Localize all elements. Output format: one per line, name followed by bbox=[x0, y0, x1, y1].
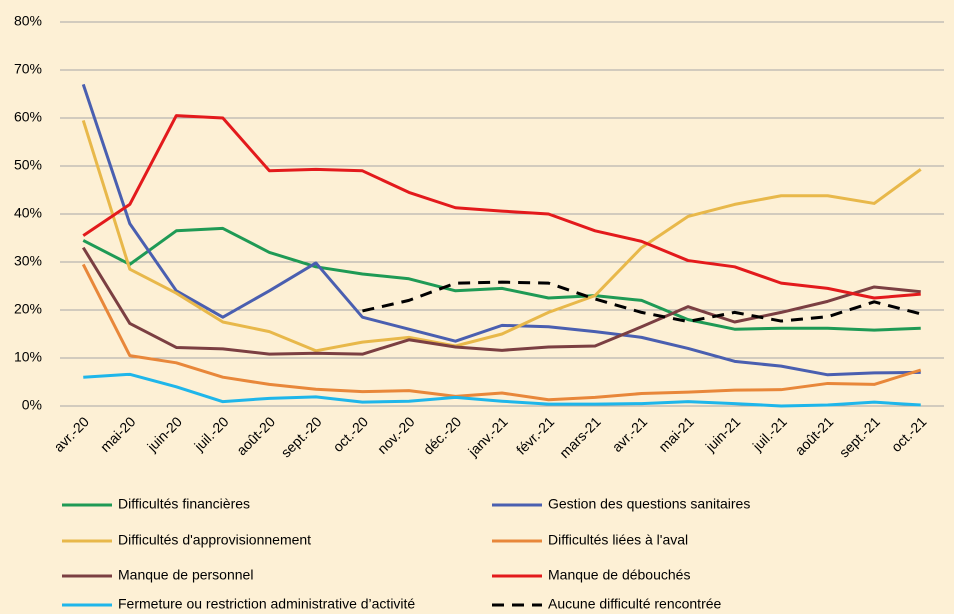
legend-label: Manque de débouchés bbox=[548, 567, 690, 583]
x-tick-label: oct.-20 bbox=[330, 413, 372, 455]
x-tick-label: sept.-21 bbox=[836, 413, 883, 460]
y-tick-label: 40% bbox=[14, 205, 42, 221]
series-line bbox=[81, 119, 922, 353]
legend-label: Aucune difficulté rencontrée bbox=[548, 596, 722, 612]
x-tick-label: avr.-20 bbox=[50, 413, 92, 455]
series-line bbox=[82, 226, 921, 332]
legend-label: Gestion des questions sanitaires bbox=[548, 496, 750, 512]
series-line bbox=[81, 263, 922, 402]
x-tick-label: août-21 bbox=[792, 413, 837, 458]
x-tick-label: avr.-21 bbox=[609, 413, 651, 455]
series-line bbox=[81, 83, 921, 377]
series-line bbox=[82, 114, 921, 300]
legend-label: Difficultés d'approvisionnement bbox=[118, 532, 311, 548]
x-tick-label: sept.-20 bbox=[278, 413, 325, 460]
y-tick-label: 20% bbox=[14, 301, 42, 317]
x-tick-label: juil.-21 bbox=[749, 413, 790, 454]
x-tick-label: janv.-21 bbox=[464, 413, 511, 460]
x-tick-label: oct.-21 bbox=[888, 413, 930, 455]
x-tick-label: juil.-20 bbox=[190, 413, 231, 454]
y-tick-label: 50% bbox=[14, 157, 42, 173]
x-tick-label: août-20 bbox=[233, 413, 278, 458]
x-tick-label: nov.-20 bbox=[374, 413, 418, 457]
x-tick-label: mai-21 bbox=[655, 413, 697, 455]
legend-label: Fermeture ou restriction administrative … bbox=[118, 596, 415, 612]
x-tick-label: mai-20 bbox=[97, 413, 139, 455]
x-tick-label: juin-20 bbox=[143, 413, 185, 455]
y-tick-label: 30% bbox=[14, 253, 42, 269]
y-tick-label: 70% bbox=[14, 61, 42, 77]
x-tick-label: mars-21 bbox=[556, 413, 604, 461]
x-tick-label: déc.-20 bbox=[420, 413, 464, 457]
x-tick-label: juin-21 bbox=[702, 413, 744, 455]
x-tick-label: févr.-21 bbox=[513, 413, 557, 457]
y-tick-label: 60% bbox=[14, 109, 42, 125]
series-line bbox=[83, 372, 921, 408]
legend-label: Manque de personnel bbox=[118, 567, 253, 583]
legend-label: Difficultés liées à l'aval bbox=[548, 532, 688, 548]
series-line bbox=[81, 246, 921, 356]
series-line bbox=[362, 280, 922, 324]
y-tick-label: 10% bbox=[14, 349, 42, 365]
y-tick-label: 80% bbox=[14, 13, 42, 29]
y-tick-label: 0% bbox=[22, 397, 42, 413]
legend-label: Difficultés financières bbox=[118, 496, 250, 512]
